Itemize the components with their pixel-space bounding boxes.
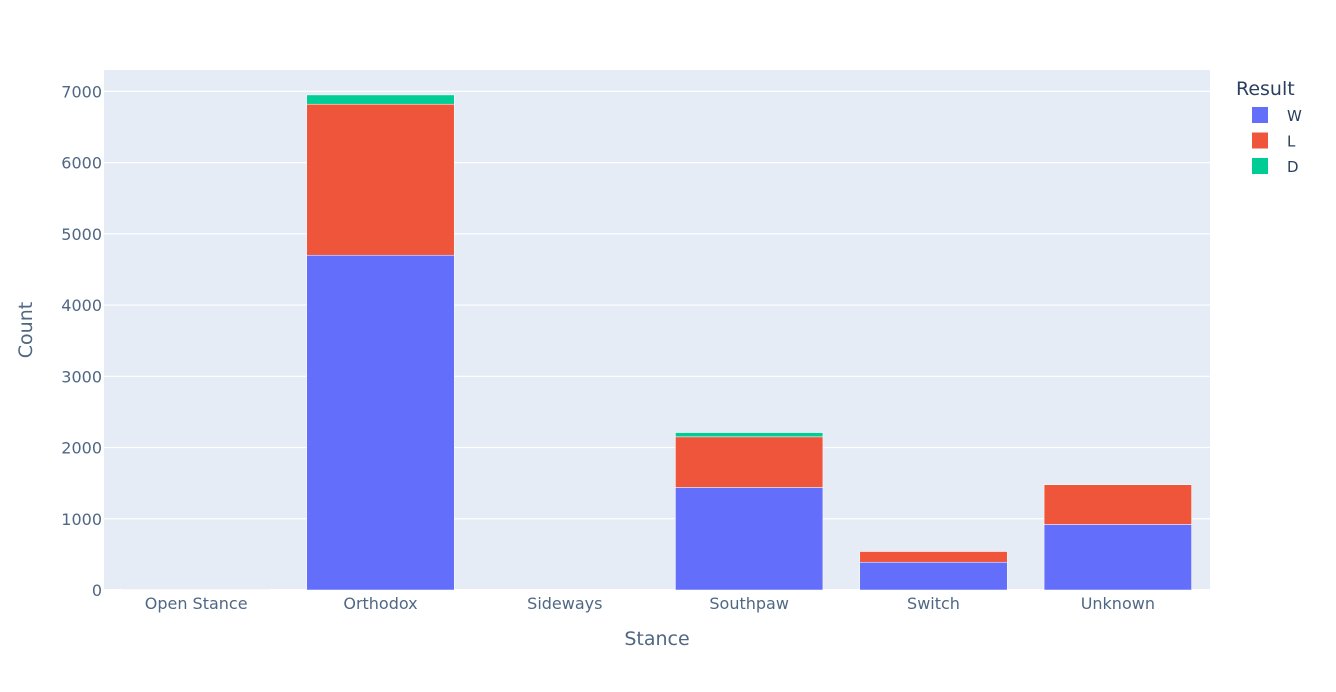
bar-D-southpaw[interactable] bbox=[675, 432, 824, 438]
x-tick-label: Unknown bbox=[1081, 594, 1155, 613]
x-tick-label: Open Stance bbox=[145, 594, 248, 613]
bar-W-switch[interactable] bbox=[859, 561, 1008, 591]
bar-L-unknown[interactable] bbox=[1043, 484, 1192, 525]
legend-swatch-L[interactable] bbox=[1252, 132, 1268, 149]
bar-L-southpaw[interactable] bbox=[675, 436, 824, 488]
y-tick-labels: 0 1000 2000 3000 4000 5000 6000 7000 bbox=[61, 82, 102, 600]
y-tick-label: 0 bbox=[92, 581, 102, 600]
y-tick-label: 5000 bbox=[61, 225, 102, 244]
y-tick-label: 6000 bbox=[61, 154, 102, 173]
y-tick-label: 2000 bbox=[61, 439, 102, 458]
bar-W-orthodox[interactable] bbox=[306, 254, 455, 591]
y-axis-title: Count bbox=[15, 302, 37, 358]
legend-label-L[interactable]: L bbox=[1287, 133, 1296, 151]
legend-label-D[interactable]: D bbox=[1287, 158, 1299, 176]
bar-L-orthodox[interactable] bbox=[306, 103, 455, 256]
bar-W-unknown[interactable] bbox=[1043, 524, 1192, 591]
gridlines bbox=[104, 90, 1210, 591]
x-tick-label: Orthodox bbox=[343, 594, 417, 613]
bar-L-switch[interactable] bbox=[859, 551, 1008, 563]
legend: Result WLD bbox=[1236, 78, 1302, 176]
plot-area bbox=[104, 70, 1210, 590]
legend-swatch-W[interactable] bbox=[1252, 107, 1268, 123]
bars bbox=[122, 94, 1192, 591]
x-tick-label: Sideways bbox=[527, 594, 602, 613]
x-axis-title: Stance bbox=[624, 628, 689, 650]
legend-label-W[interactable]: W bbox=[1287, 107, 1302, 125]
y-tick-label: 4000 bbox=[61, 296, 102, 315]
legend-title: Result bbox=[1236, 78, 1295, 100]
y-tick-label: 7000 bbox=[61, 82, 102, 101]
bar-W-southpaw[interactable] bbox=[675, 487, 824, 591]
x-tick-label: Switch bbox=[907, 594, 960, 613]
legend-swatch-D[interactable] bbox=[1252, 158, 1268, 174]
x-tick-label: Southpaw bbox=[709, 594, 789, 613]
x-tick-labels: Open Stance Orthodox Sideways Southpaw Switc… bbox=[145, 594, 1155, 613]
y-tick-label: 3000 bbox=[61, 367, 102, 386]
bar-D-orthodox[interactable] bbox=[306, 94, 455, 105]
y-tick-label: 1000 bbox=[61, 510, 102, 529]
